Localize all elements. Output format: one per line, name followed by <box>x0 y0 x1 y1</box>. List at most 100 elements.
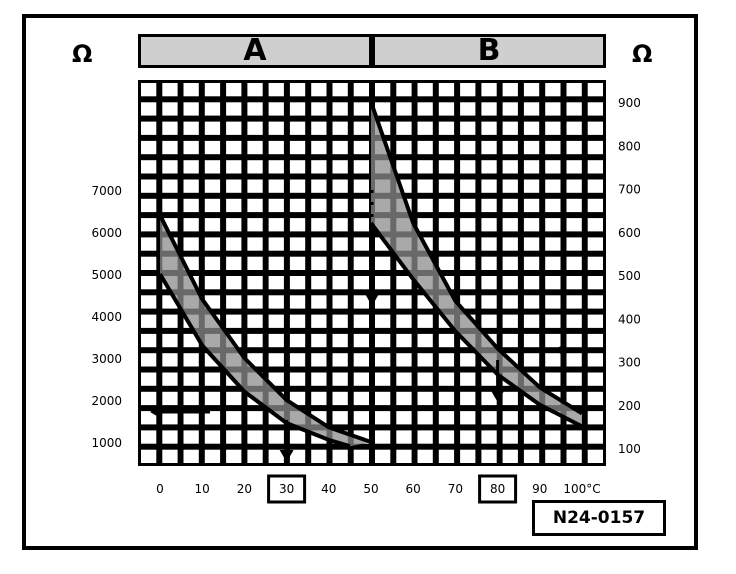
grid-cell <box>162 198 178 213</box>
grid-cell <box>268 449 284 463</box>
grid-cell <box>396 295 412 309</box>
grid-cell <box>438 198 455 213</box>
grid-cell <box>417 411 433 425</box>
grid-cell <box>481 430 497 444</box>
grid-cell <box>311 391 327 406</box>
grid-cell <box>141 391 157 406</box>
grid-cell <box>247 314 263 328</box>
x-tick-label: 40 <box>321 482 336 496</box>
grid-cell <box>268 218 284 232</box>
grid-cell <box>332 411 348 425</box>
grid-cell <box>587 449 603 463</box>
grid-cell <box>438 237 455 251</box>
grid-cell <box>396 411 412 425</box>
grid-cell <box>332 276 348 290</box>
grid-cell <box>268 372 284 386</box>
grid-cell <box>438 83 455 97</box>
right-tick-label: 700 <box>618 183 641 197</box>
grid-cell <box>141 314 157 328</box>
grid-cell <box>311 353 327 367</box>
grid-cell <box>268 140 284 155</box>
grid-cell <box>204 218 221 232</box>
grid-cell <box>545 83 561 97</box>
upper-curve-right <box>369 101 584 416</box>
grid-cell <box>289 102 306 116</box>
grid-cell <box>141 83 157 97</box>
grid-cell <box>502 237 518 251</box>
grid-cell <box>460 391 476 406</box>
grid-cell <box>481 179 497 193</box>
grid-cell <box>438 140 455 155</box>
grid-cell <box>141 353 157 367</box>
grid-cell <box>481 83 497 97</box>
grid-cell <box>289 140 306 155</box>
x-tick-label: 50 <box>363 482 378 496</box>
grid-cell <box>375 333 391 348</box>
grid-cell <box>311 218 327 232</box>
grid-cell <box>226 83 242 97</box>
grid-cell <box>353 218 369 232</box>
arrow-b-head <box>490 390 505 402</box>
grid-cell <box>247 430 263 444</box>
grid-cell <box>545 160 561 174</box>
grid-cell <box>460 353 476 367</box>
grid-cell <box>587 121 603 135</box>
grid-cell <box>247 102 263 116</box>
grid-cell <box>226 449 242 463</box>
x-tick-label: 20 <box>237 482 252 496</box>
grid-cell <box>289 314 306 328</box>
grid-cell <box>332 218 348 232</box>
grid-cell <box>183 160 199 174</box>
grid-cell <box>502 449 518 463</box>
right-tick-label: 300 <box>618 356 641 370</box>
grid-cell <box>460 218 476 232</box>
left-tick-label: 7000 <box>91 184 122 198</box>
grid-cell <box>566 140 582 155</box>
grid-cell <box>162 140 178 155</box>
right-tick-label: 900 <box>618 96 641 110</box>
grid-cell <box>460 276 476 290</box>
grid-cell <box>204 179 221 193</box>
grid-cell <box>587 353 603 367</box>
grid-cell <box>162 83 178 97</box>
grid-cell <box>268 121 284 135</box>
grid-cell <box>141 160 157 174</box>
grid-cell <box>332 198 348 213</box>
grid-cell <box>353 372 369 386</box>
grid-cell <box>566 353 582 367</box>
grid-cell <box>523 218 540 232</box>
grid-cell <box>311 295 327 309</box>
grid-cell <box>396 276 412 290</box>
grid-cell <box>545 198 561 213</box>
grid-cell <box>396 430 412 444</box>
right-tick-label: 500 <box>618 269 641 283</box>
grid-cell <box>587 198 603 213</box>
grid-cell <box>545 121 561 135</box>
grid-cell <box>375 391 391 406</box>
grid-cell <box>545 179 561 193</box>
grid-cell <box>141 430 157 444</box>
grid-cell <box>247 198 263 213</box>
grid-cell <box>566 160 582 174</box>
grid-cell <box>396 140 412 155</box>
grid-cell <box>226 391 242 406</box>
grid-cell <box>332 449 348 463</box>
grid-cell <box>396 391 412 406</box>
grid-cell <box>587 314 603 328</box>
grid-cell <box>460 198 476 213</box>
grid-cell <box>417 372 433 386</box>
grid-cell <box>566 372 582 386</box>
grid-cell <box>545 218 561 232</box>
grid-cell <box>226 102 242 116</box>
grid-cell <box>545 333 561 348</box>
grid-cell <box>523 353 540 367</box>
grid-cell <box>353 333 369 348</box>
grid-cell <box>523 83 540 97</box>
grid-cell <box>353 237 369 251</box>
grid-cell <box>141 295 157 309</box>
grid-cell <box>523 276 540 290</box>
grid-cell <box>566 430 582 444</box>
grid-cell <box>332 391 348 406</box>
grid-cell <box>332 295 348 309</box>
grid-cell <box>289 449 306 463</box>
